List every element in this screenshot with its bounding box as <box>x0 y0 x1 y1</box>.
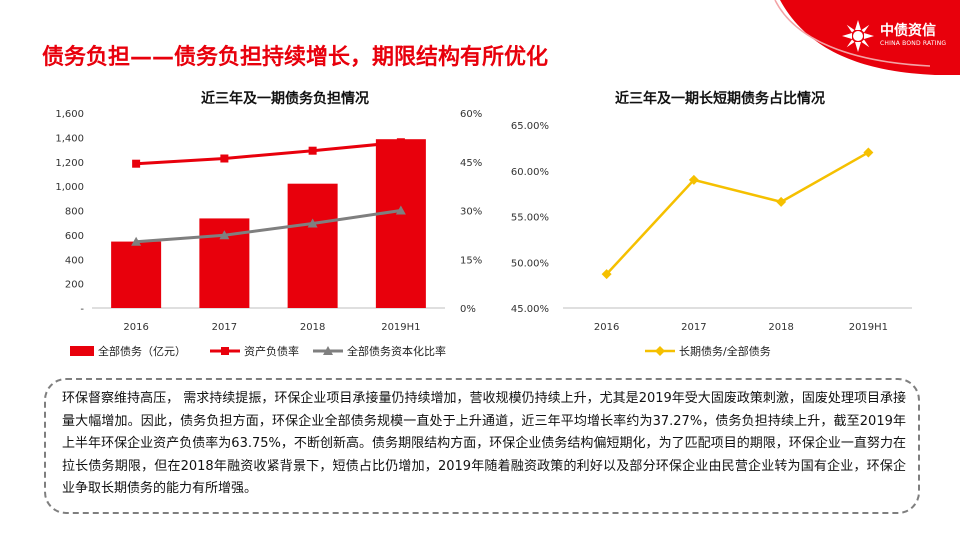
y2-tick-label: 60% <box>460 109 482 120</box>
x-tick-label: 2017 <box>212 322 237 333</box>
y2-tick-label: 45% <box>460 158 482 169</box>
page-title: 债务负担——债务负担持续增长，期限结构有所优化 <box>42 45 549 70</box>
series-point <box>131 236 142 246</box>
chart1-title: 近三年及一期债务负担情况 <box>201 91 369 107</box>
y-tick-label: 1,000 <box>55 182 84 193</box>
legend-marker <box>221 347 229 355</box>
long-term-debt-ratio-line <box>605 151 869 275</box>
y-tick-label: 1,400 <box>55 133 84 144</box>
y-tick-label: 45.00% <box>511 304 549 315</box>
series-point <box>863 147 874 158</box>
series-point <box>307 218 318 228</box>
y2-tick-label: 0% <box>460 304 476 315</box>
brand-logo: 中债资信 CHINA BOND RATING <box>838 16 956 56</box>
series-point <box>132 159 141 168</box>
asset-liability-ratio-line <box>136 140 402 166</box>
series-point <box>219 230 230 240</box>
y-tick-label: 1,600 <box>55 109 84 120</box>
brand-name-en: CHINA BOND RATING <box>880 40 947 47</box>
debt-capitalization-ratio-line <box>136 209 402 244</box>
y2-tick-label: 30% <box>460 207 482 218</box>
x-tick-label: 2019H1 <box>381 322 420 333</box>
debt-bar <box>287 183 338 308</box>
y-tick-label: 50.00% <box>511 258 549 269</box>
debt-burden-chart: - 200 400 600 800 1,000 1,200 1,400 1,600 0% 15% 30… <box>55 109 482 358</box>
chart2-title: 近三年及一期长短期债务占比情况 <box>615 91 825 107</box>
brand-name: 中债资信 <box>880 23 936 39</box>
y-tick-label: 1,200 <box>55 158 84 169</box>
debt-bar <box>375 139 426 308</box>
debt-bar <box>111 241 162 308</box>
y-tick-label: 600 <box>65 231 84 242</box>
x-tick-label: 2018 <box>768 322 793 333</box>
legend-label: 全部债务资本化比率 <box>347 344 446 358</box>
y-tick-label: 200 <box>65 280 84 291</box>
series-point <box>308 146 317 155</box>
x-tick-label: 2018 <box>300 322 325 333</box>
y-tick-label: - <box>80 304 84 315</box>
series-point <box>220 154 229 163</box>
x-tick-label: 2017 <box>681 322 706 333</box>
y-tick-label: 60.00% <box>511 167 549 178</box>
corner-decoration <box>720 0 960 75</box>
legend-label: 长期债务/全部债务 <box>679 344 771 358</box>
series-point <box>395 205 406 215</box>
legend-label: 全部债务（亿元） <box>98 344 186 358</box>
y-tick-label: 65.00% <box>511 121 549 132</box>
y2-tick-label: 15% <box>460 255 482 266</box>
y-tick-label: 800 <box>65 207 84 218</box>
x-tick-label: 2016 <box>123 322 148 333</box>
y-tick-label: 400 <box>65 255 84 266</box>
x-tick-label: 2019H1 <box>849 322 888 333</box>
legend-marker <box>655 346 665 356</box>
series-point <box>601 269 612 280</box>
debt-maturity-chart: 45.00% 50.00% 55.00% 60.00% 65.00% 2016 2017 20… <box>511 121 912 358</box>
legend-marker <box>323 346 333 355</box>
star-logo-icon <box>842 20 874 52</box>
y-tick-label: 55.00% <box>511 213 549 224</box>
legend-bar-swatch <box>70 346 94 356</box>
summary-text: 环保督察维持高压， 需求持续提振，环保企业项目承接量仍持续增加，营收规模仍持续上… <box>62 391 906 496</box>
legend-label: 资产负债率 <box>244 344 299 358</box>
series-point <box>688 174 699 185</box>
summary-box: 环保督察维持高压， 需求持续提振，环保企业项目承接量仍持续增加，营收规模仍持续上… <box>44 378 920 514</box>
series-point <box>396 138 405 147</box>
series-point <box>776 196 787 207</box>
x-tick-label: 2016 <box>594 322 619 333</box>
